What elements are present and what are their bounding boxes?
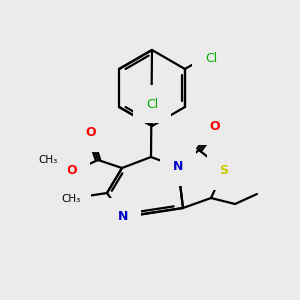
Text: Cl: Cl [146, 98, 158, 110]
Text: CH₃: CH₃ [38, 155, 58, 165]
Text: N: N [118, 211, 128, 224]
Text: O: O [86, 127, 96, 140]
Text: O: O [210, 119, 220, 133]
Text: CH₃: CH₃ [61, 194, 81, 204]
Text: N: N [173, 160, 183, 173]
Text: S: S [220, 164, 229, 178]
Text: Cl: Cl [205, 52, 217, 65]
Text: O: O [67, 164, 77, 178]
